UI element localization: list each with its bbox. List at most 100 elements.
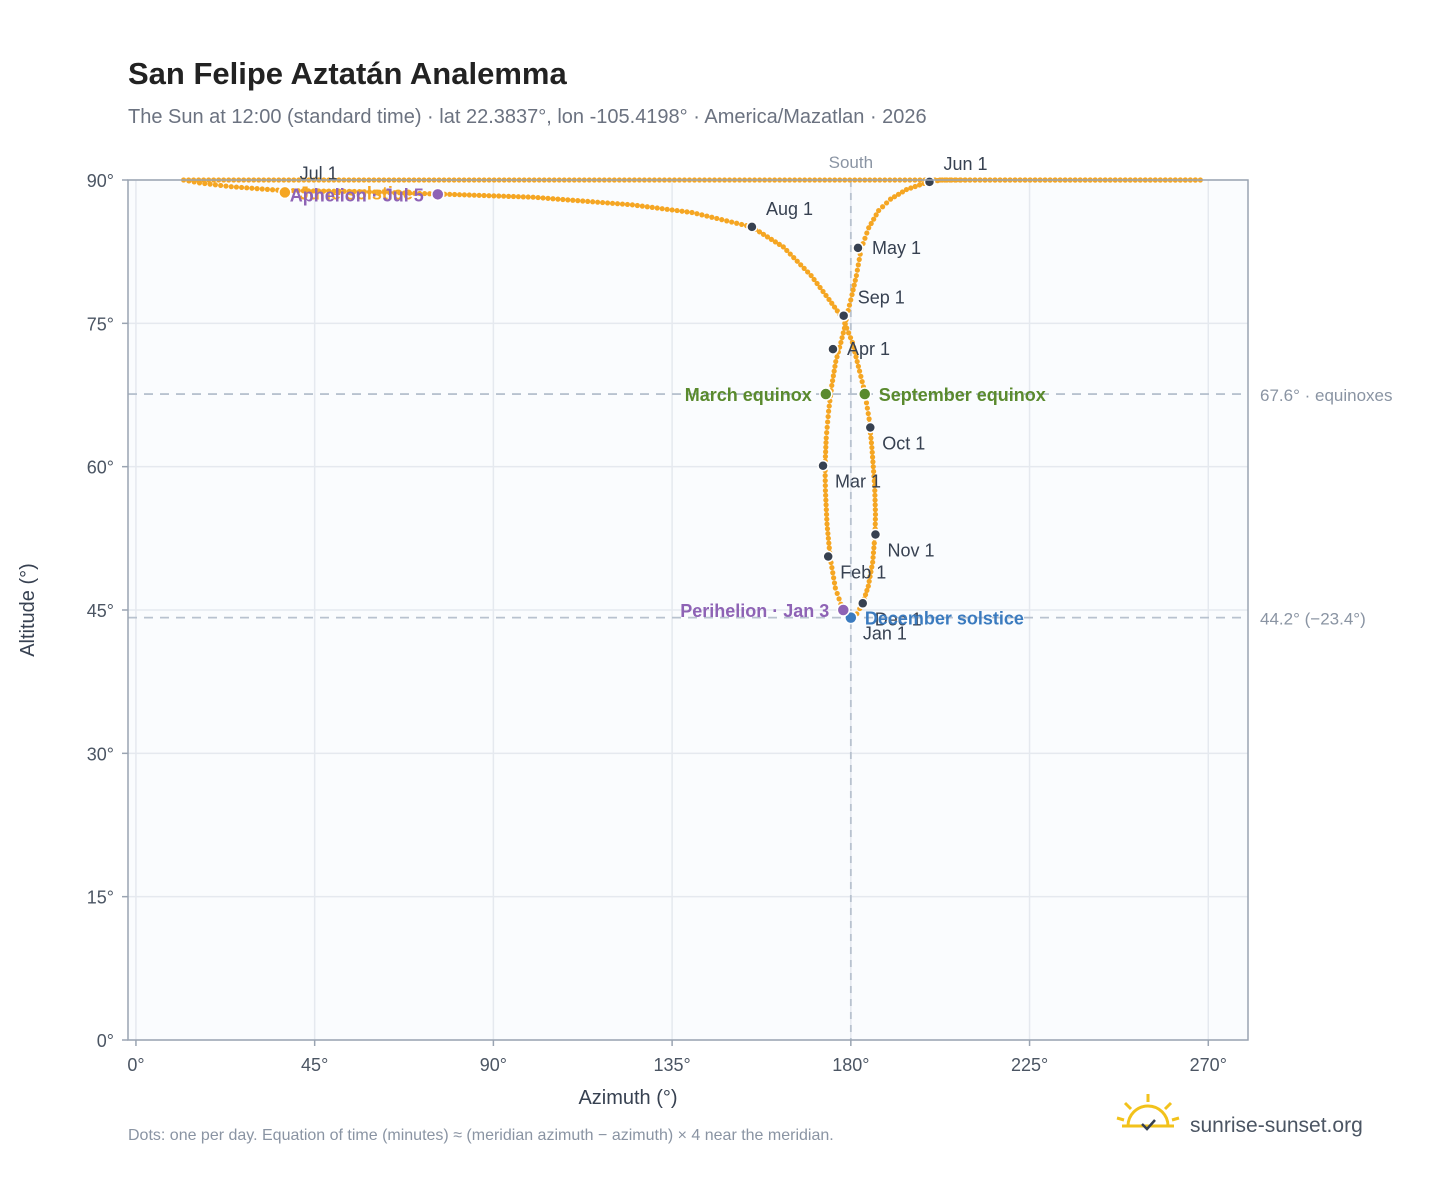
day-dot xyxy=(872,483,878,489)
day-dot xyxy=(872,511,879,518)
y-tick-label: 75° xyxy=(87,314,114,334)
day-dot xyxy=(825,530,831,537)
day-dot xyxy=(868,440,875,446)
day-dot xyxy=(870,554,876,561)
month-markers: Jan 1 Feb 1 Mar 1 Apr 1 May 1 Jun 1 Jul 1 Aug 1… xyxy=(279,154,988,644)
day-dot xyxy=(776,241,782,247)
day-dot xyxy=(259,186,265,192)
month-label: Jan 1 xyxy=(863,624,907,644)
day-dot xyxy=(600,199,606,206)
day-dot xyxy=(850,287,856,293)
day-dot xyxy=(825,419,831,425)
day-dot xyxy=(823,497,829,503)
day-dot xyxy=(866,416,872,422)
day-dot xyxy=(829,378,836,384)
day-dot xyxy=(872,487,878,494)
day-dot xyxy=(550,196,556,202)
day-dot xyxy=(873,212,879,218)
event-label: Aphelion · Jul 5 xyxy=(290,185,424,205)
day-dot xyxy=(269,187,276,193)
day-dot xyxy=(824,430,830,436)
day-dot xyxy=(823,492,829,498)
day-dot xyxy=(864,230,870,236)
month-dot xyxy=(827,343,839,355)
day-dot xyxy=(456,192,463,198)
day-dot xyxy=(853,272,859,279)
x-tick-label: 135° xyxy=(653,1055,690,1075)
day-dot xyxy=(684,209,690,215)
day-dot xyxy=(844,325,850,331)
month-label: Jun 1 xyxy=(943,154,987,174)
day-dot xyxy=(872,492,878,498)
day-dot xyxy=(838,339,844,346)
day-dot xyxy=(872,521,878,527)
day-dot xyxy=(831,580,838,586)
day-dot xyxy=(300,188,306,194)
day-dot xyxy=(639,203,645,209)
day-dot xyxy=(880,204,886,210)
day-dot xyxy=(916,182,923,188)
day-dot xyxy=(417,190,423,197)
day-dot xyxy=(856,256,862,263)
footer-note: Dots: one per day. Equation of time (min… xyxy=(128,1127,834,1144)
month-label: Aug 1 xyxy=(766,199,813,219)
day-dot xyxy=(590,199,596,205)
day-dot xyxy=(834,590,840,597)
day-dot xyxy=(254,186,260,192)
day-dot xyxy=(846,330,852,336)
day-dot xyxy=(654,205,660,211)
day-dot xyxy=(756,229,763,235)
day-dot xyxy=(823,502,829,508)
reference-lines: South 67.6° · equinoxes 44.2° (−23.4°) xyxy=(128,153,1393,1040)
y-tick-label: 0° xyxy=(97,1031,114,1051)
day-dot xyxy=(820,288,826,295)
day-dot xyxy=(872,507,878,513)
month-label: Apr 1 xyxy=(847,339,890,359)
day-dot xyxy=(895,191,902,197)
day-dot xyxy=(868,220,874,227)
day-dot xyxy=(858,373,864,379)
y-axis-label: Altitude (°) xyxy=(17,563,39,657)
day-dot xyxy=(840,330,846,336)
day-dot xyxy=(871,545,877,551)
day-dot xyxy=(823,449,829,455)
day-dot xyxy=(249,185,255,191)
day-dot xyxy=(891,194,898,200)
day-dot xyxy=(679,208,685,214)
day-dot xyxy=(862,235,868,241)
day-dot xyxy=(264,186,271,192)
day-dot xyxy=(822,473,828,479)
day-dot xyxy=(729,219,735,225)
day-dot xyxy=(829,565,835,571)
event-label: December solstice xyxy=(865,609,1024,629)
day-dot xyxy=(422,190,428,197)
day-dot xyxy=(842,320,848,326)
day-dot xyxy=(659,206,665,212)
day-dot xyxy=(290,188,296,194)
day-dot xyxy=(223,183,229,189)
day-dot xyxy=(833,358,839,365)
day-dot xyxy=(823,435,829,441)
day-dot xyxy=(305,188,312,194)
day-dot xyxy=(212,182,218,188)
day-dot xyxy=(704,213,710,219)
day-dot xyxy=(699,212,705,218)
day-dot xyxy=(772,239,778,245)
day-dot xyxy=(321,188,327,194)
day-dot xyxy=(634,202,640,209)
day-dot xyxy=(864,587,870,594)
day-dot xyxy=(887,196,894,202)
day-dot xyxy=(411,190,418,196)
day-dot xyxy=(855,363,861,369)
day-dot xyxy=(798,262,804,268)
day-dot xyxy=(814,280,820,287)
day-dot xyxy=(851,344,857,350)
analemma-path xyxy=(181,177,1203,621)
day-dot xyxy=(817,284,823,291)
day-dot xyxy=(794,258,800,264)
day-dot xyxy=(244,185,250,191)
axis-ticks: 0° 45° 90° 135° 180° 225° 270° 0° 15° 30° 45° 60° 75… xyxy=(87,171,1227,1075)
day-dot xyxy=(614,201,621,207)
day-dot xyxy=(604,200,611,206)
day-dot xyxy=(295,188,301,194)
